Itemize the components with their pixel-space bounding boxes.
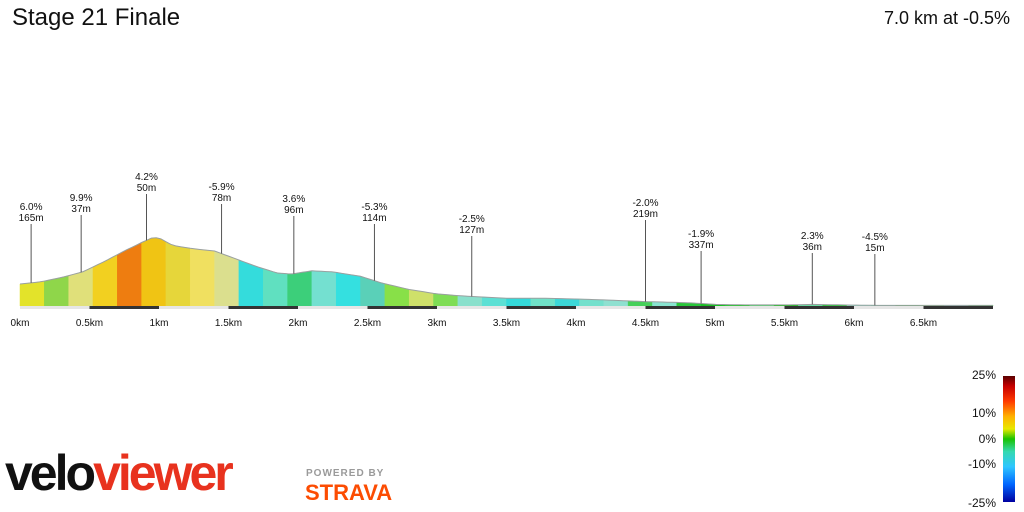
profile-segment	[262, 268, 288, 307]
x-tick-label: 4km	[567, 318, 586, 329]
legend-label-25: 25%	[971, 368, 996, 382]
profile-segment	[506, 298, 532, 307]
x-tick-label: 6.5km	[910, 318, 937, 329]
annotation-length: 127m	[459, 225, 484, 236]
annotation-length: 78m	[212, 193, 231, 204]
profile-segment	[165, 241, 191, 307]
annotation-length: 165m	[19, 213, 44, 224]
annotation-gradient: -2.5%	[459, 214, 485, 225]
distance-band	[923, 306, 993, 309]
profile-segment	[214, 250, 240, 307]
profile-segment	[408, 289, 434, 307]
annotation-gradient: 3.6%	[282, 194, 305, 205]
x-tick-label: 3km	[428, 318, 447, 329]
legend-label-minus25: -25%	[967, 496, 996, 510]
route-summary: 7.0 km at -0.5%	[883, 8, 1010, 28]
legend-label-0: 0%	[978, 432, 996, 446]
distance-band	[784, 306, 854, 309]
veloviewer-logo[interactable]: veloviewer	[5, 445, 234, 501]
x-tick-label: 1.5km	[215, 318, 242, 329]
distance-band	[715, 306, 785, 309]
profile-segment	[554, 298, 580, 307]
distance-band	[437, 306, 507, 309]
annotation-gradient: -1.9%	[688, 229, 714, 240]
profile-segment	[190, 248, 215, 307]
distance-band	[228, 306, 298, 309]
annotation-length: 37m	[71, 204, 90, 215]
x-tick-label: 6km	[845, 318, 864, 329]
annotation-length: 114m	[362, 213, 386, 224]
strava-logo[interactable]: STRAVA	[305, 480, 393, 505]
x-tick-label: 1km	[150, 318, 169, 329]
profile-segment	[335, 272, 361, 307]
x-tick-label: 3.5km	[493, 318, 520, 329]
annotation-length: 337m	[689, 240, 714, 251]
x-tick-label: 5.5km	[771, 318, 798, 329]
annotation-gradient: -5.9%	[208, 182, 234, 193]
annotation-gradient: 6.0%	[20, 202, 43, 213]
profile-segment	[360, 275, 386, 307]
distance-band	[506, 306, 576, 309]
x-tick-label: 4.5km	[632, 318, 659, 329]
distance-band	[20, 306, 90, 309]
profile-outline	[19, 237, 993, 306]
veloviewer-logo-velo: velo	[5, 445, 96, 501]
elevation-profile-chart: 0km 0.5km 1km 1.5km 2km 2.5km 3km 3.5km 4km 4.5km…	[11, 172, 994, 329]
powered-by-label: POWERED BY	[306, 468, 385, 479]
x-tick-label: 2km	[289, 318, 308, 329]
profile-segment	[311, 270, 337, 307]
annotation-gradient: -4.5%	[862, 232, 888, 243]
profile-segment	[530, 298, 556, 307]
annotation-gradient: -5.3%	[361, 202, 387, 213]
profile-segment	[141, 237, 167, 307]
annotation-length: 219m	[633, 209, 658, 220]
page-title: Stage 21 Finale	[12, 4, 181, 31]
distance-band	[159, 306, 229, 309]
annotation-gradient: 9.9%	[70, 193, 93, 204]
legend-label-minus10: -10%	[967, 457, 996, 471]
annotation-length: 36m	[803, 242, 822, 253]
gradient-color-scale	[1003, 376, 1015, 502]
annotation-length: 50m	[137, 183, 156, 194]
x-tick-label: 0km	[11, 318, 30, 329]
legend-label-10: 10%	[971, 406, 996, 420]
profile-segment	[92, 254, 118, 307]
distance-band	[854, 306, 924, 309]
distance-band	[298, 306, 368, 309]
profile-segment	[287, 270, 313, 307]
annotation-length: 96m	[284, 205, 303, 216]
annotation-gradient: 2.3%	[801, 231, 824, 242]
distance-band	[645, 306, 715, 309]
profile-segment	[238, 259, 264, 307]
distance-band	[367, 306, 437, 309]
annotation-length: 15m	[865, 243, 884, 254]
profile-segment	[117, 242, 142, 307]
veloviewer-logo-viewer: viewer	[93, 445, 234, 501]
x-tick-label: 2.5km	[354, 318, 381, 329]
annotation-gradient: -2.0%	[632, 198, 658, 209]
x-tick-label: 5km	[706, 318, 725, 329]
annotation-gradient: 4.2%	[135, 172, 158, 183]
x-tick-label: 0.5km	[76, 318, 103, 329]
distance-band	[576, 306, 646, 309]
profile-segment	[19, 280, 45, 307]
distance-band	[89, 306, 159, 309]
